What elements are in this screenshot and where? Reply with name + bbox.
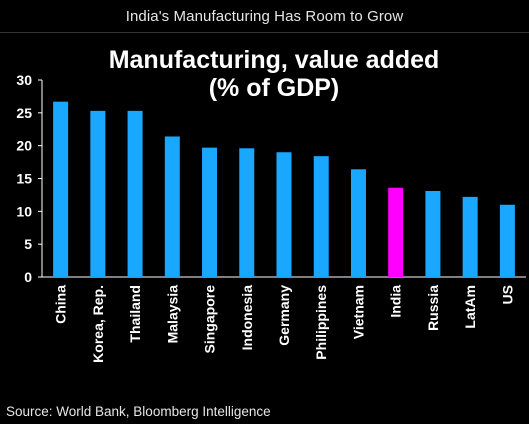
bar-series xyxy=(53,101,515,277)
x-tick-label: Singapore xyxy=(202,285,218,354)
source-note: Source: World Bank, Bloomberg Intelligen… xyxy=(6,403,271,419)
x-tick-label: Germany xyxy=(276,285,292,346)
bar-germany xyxy=(276,152,292,277)
bar-singapore xyxy=(202,147,218,277)
bar-korea-rep xyxy=(90,110,106,277)
header-title: India's Manufacturing Has Room to Grow xyxy=(125,7,404,25)
bar-vietnam xyxy=(350,169,366,277)
y-tick-label: 15 xyxy=(16,171,32,187)
chart-subtitle: (% of GDP) xyxy=(209,74,340,102)
bar-china xyxy=(53,101,69,277)
x-tick-label: Vietnam xyxy=(350,285,366,339)
bar-latam xyxy=(462,196,478,277)
y-axis: 0 5 10 15 20 25 30 xyxy=(16,72,526,285)
bar-philippines xyxy=(313,156,329,277)
x-tick-label: Russia xyxy=(425,285,441,331)
footer-bar: Source: World Bank, Bloomberg Intelligen… xyxy=(0,398,529,424)
x-tick-label: China xyxy=(53,285,69,324)
bar-india xyxy=(388,187,404,277)
x-tick-label: Philippines xyxy=(313,285,329,360)
bar-russia xyxy=(425,190,441,277)
x-tick-label: LatAm xyxy=(462,285,478,329)
bar-indonesia xyxy=(239,148,255,277)
x-axis-labels: China Korea, Rep. Thailand Malaysia Singapor… xyxy=(53,285,516,363)
chart-title: Manufacturing, value added xyxy=(109,46,440,74)
y-tick-label: 10 xyxy=(16,203,32,219)
x-tick-label: India xyxy=(388,285,404,318)
x-tick-label: Korea, Rep. xyxy=(90,285,106,363)
bar-us xyxy=(499,204,515,277)
chart-area: Manufacturing, value added (% of GDP) 0 5… xyxy=(0,40,529,398)
y-tick-label: 0 xyxy=(24,269,32,285)
header-bar: India's Manufacturing Has Room to Grow xyxy=(0,0,529,33)
bar-thailand xyxy=(127,110,143,277)
y-tick-label: 25 xyxy=(16,105,32,121)
x-tick-label: Thailand xyxy=(127,285,143,343)
x-tick-label: Malaysia xyxy=(164,285,180,344)
x-tick-label: Indonesia xyxy=(239,285,255,351)
y-tick-label: 5 xyxy=(24,236,32,252)
x-tick-label: US xyxy=(499,285,515,304)
bar-chart: Manufacturing, value added (% of GDP) 0 5… xyxy=(16,46,526,363)
bar-malaysia xyxy=(164,136,180,277)
y-tick-label: 20 xyxy=(16,138,32,154)
y-tick-label: 30 xyxy=(16,72,32,88)
